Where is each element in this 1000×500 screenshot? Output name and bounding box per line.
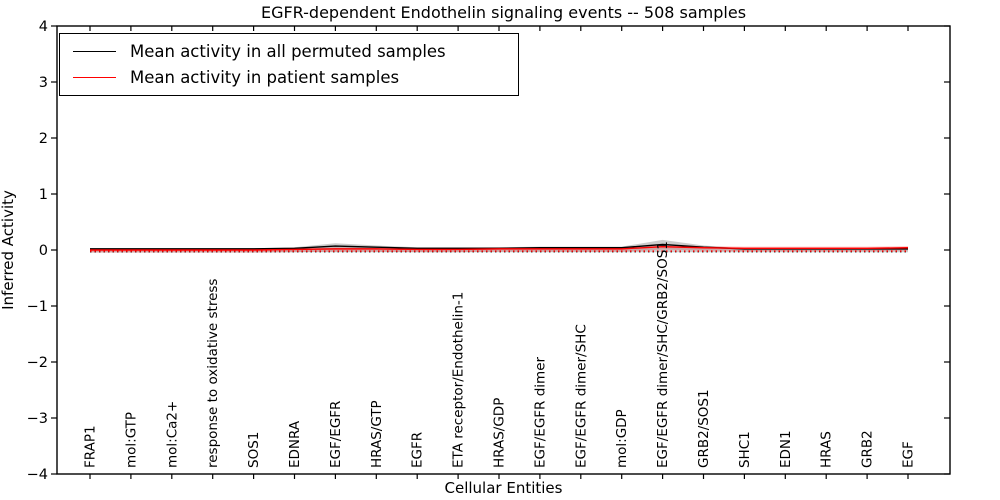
x-tick-label: ETA receptor/Endothelin-1	[451, 292, 467, 468]
y-tick-label: 2	[39, 131, 48, 147]
x-tick-label: HRAS	[819, 431, 835, 468]
series-lines	[90, 243, 909, 253]
y-tick-label: −2	[27, 355, 48, 371]
series-line-1	[90, 245, 909, 251]
x-tick-label: EGFR	[410, 432, 426, 468]
patient-line-swatch	[73, 76, 116, 78]
x-axis-label: Cellular Entities	[444, 479, 563, 497]
y-axis-label: Inferred Activity	[0, 190, 17, 310]
x-tick-label: response to oxidative stress	[205, 279, 221, 468]
x-tick-label: EDNRA	[287, 420, 303, 468]
x-tick-label: mol:Ca2+	[164, 401, 180, 468]
x-tick-label: GRB2/SOS1	[696, 389, 712, 468]
x-tick-label: EGF/EGFR	[328, 401, 344, 468]
x-tick-label: SOS1	[246, 432, 262, 468]
x-tick-label: GRB2	[860, 430, 876, 468]
y-tick-label: −3	[27, 411, 48, 427]
y-tick-label: 4	[39, 19, 48, 35]
legend-label-permuted: Mean activity in all permuted samples	[130, 42, 446, 62]
x-tick-label: EGF/EGFR dimer	[532, 356, 548, 468]
legend: Mean activity in all permuted samples Me…	[59, 33, 519, 96]
y-tick-label: 1	[39, 187, 48, 203]
x-tick-labels: FRAP1 mol:GTP mol:Ca2+ response to oxidativ…	[83, 241, 917, 468]
x-tick-label: EGF/EGFR dimer/SHC	[573, 324, 589, 468]
x-tick-label: EGF	[901, 441, 917, 468]
chart-title: EGFR-dependent Endothelin signaling even…	[260, 3, 747, 22]
y-tick-label: −1	[27, 299, 48, 315]
x-tick-label: mol:GTP	[123, 412, 139, 468]
legend-entry-patient: Mean activity in patient samples	[60, 68, 518, 87]
legend-label-patient: Mean activity in patient samples	[130, 67, 400, 87]
x-tick-label: FRAP1	[83, 425, 99, 468]
x-tick-label: SHC1	[737, 431, 753, 468]
x-tick-label: mol:GDP	[614, 409, 630, 468]
x-tick-label: EGF/EGFR dimer/SHC/GRB2/SOS1	[655, 241, 671, 468]
y-tick-label: −4	[27, 467, 48, 483]
y-tick-label: 0	[39, 243, 48, 259]
y-tick-label: 3	[39, 75, 48, 91]
legend-entry-permuted: Mean activity in all permuted samples	[60, 42, 518, 61]
y-tick-labels: 4 3 2 1 0 −1 −2 −3 −4	[27, 19, 48, 483]
x-tick-label: HRAS/GTP	[369, 400, 385, 468]
axis-ticks	[51, 25, 950, 479]
x-tick-label: HRAS/GDP	[492, 398, 508, 468]
permuted-line-swatch	[73, 51, 116, 53]
x-tick-label: EDN1	[778, 430, 794, 468]
